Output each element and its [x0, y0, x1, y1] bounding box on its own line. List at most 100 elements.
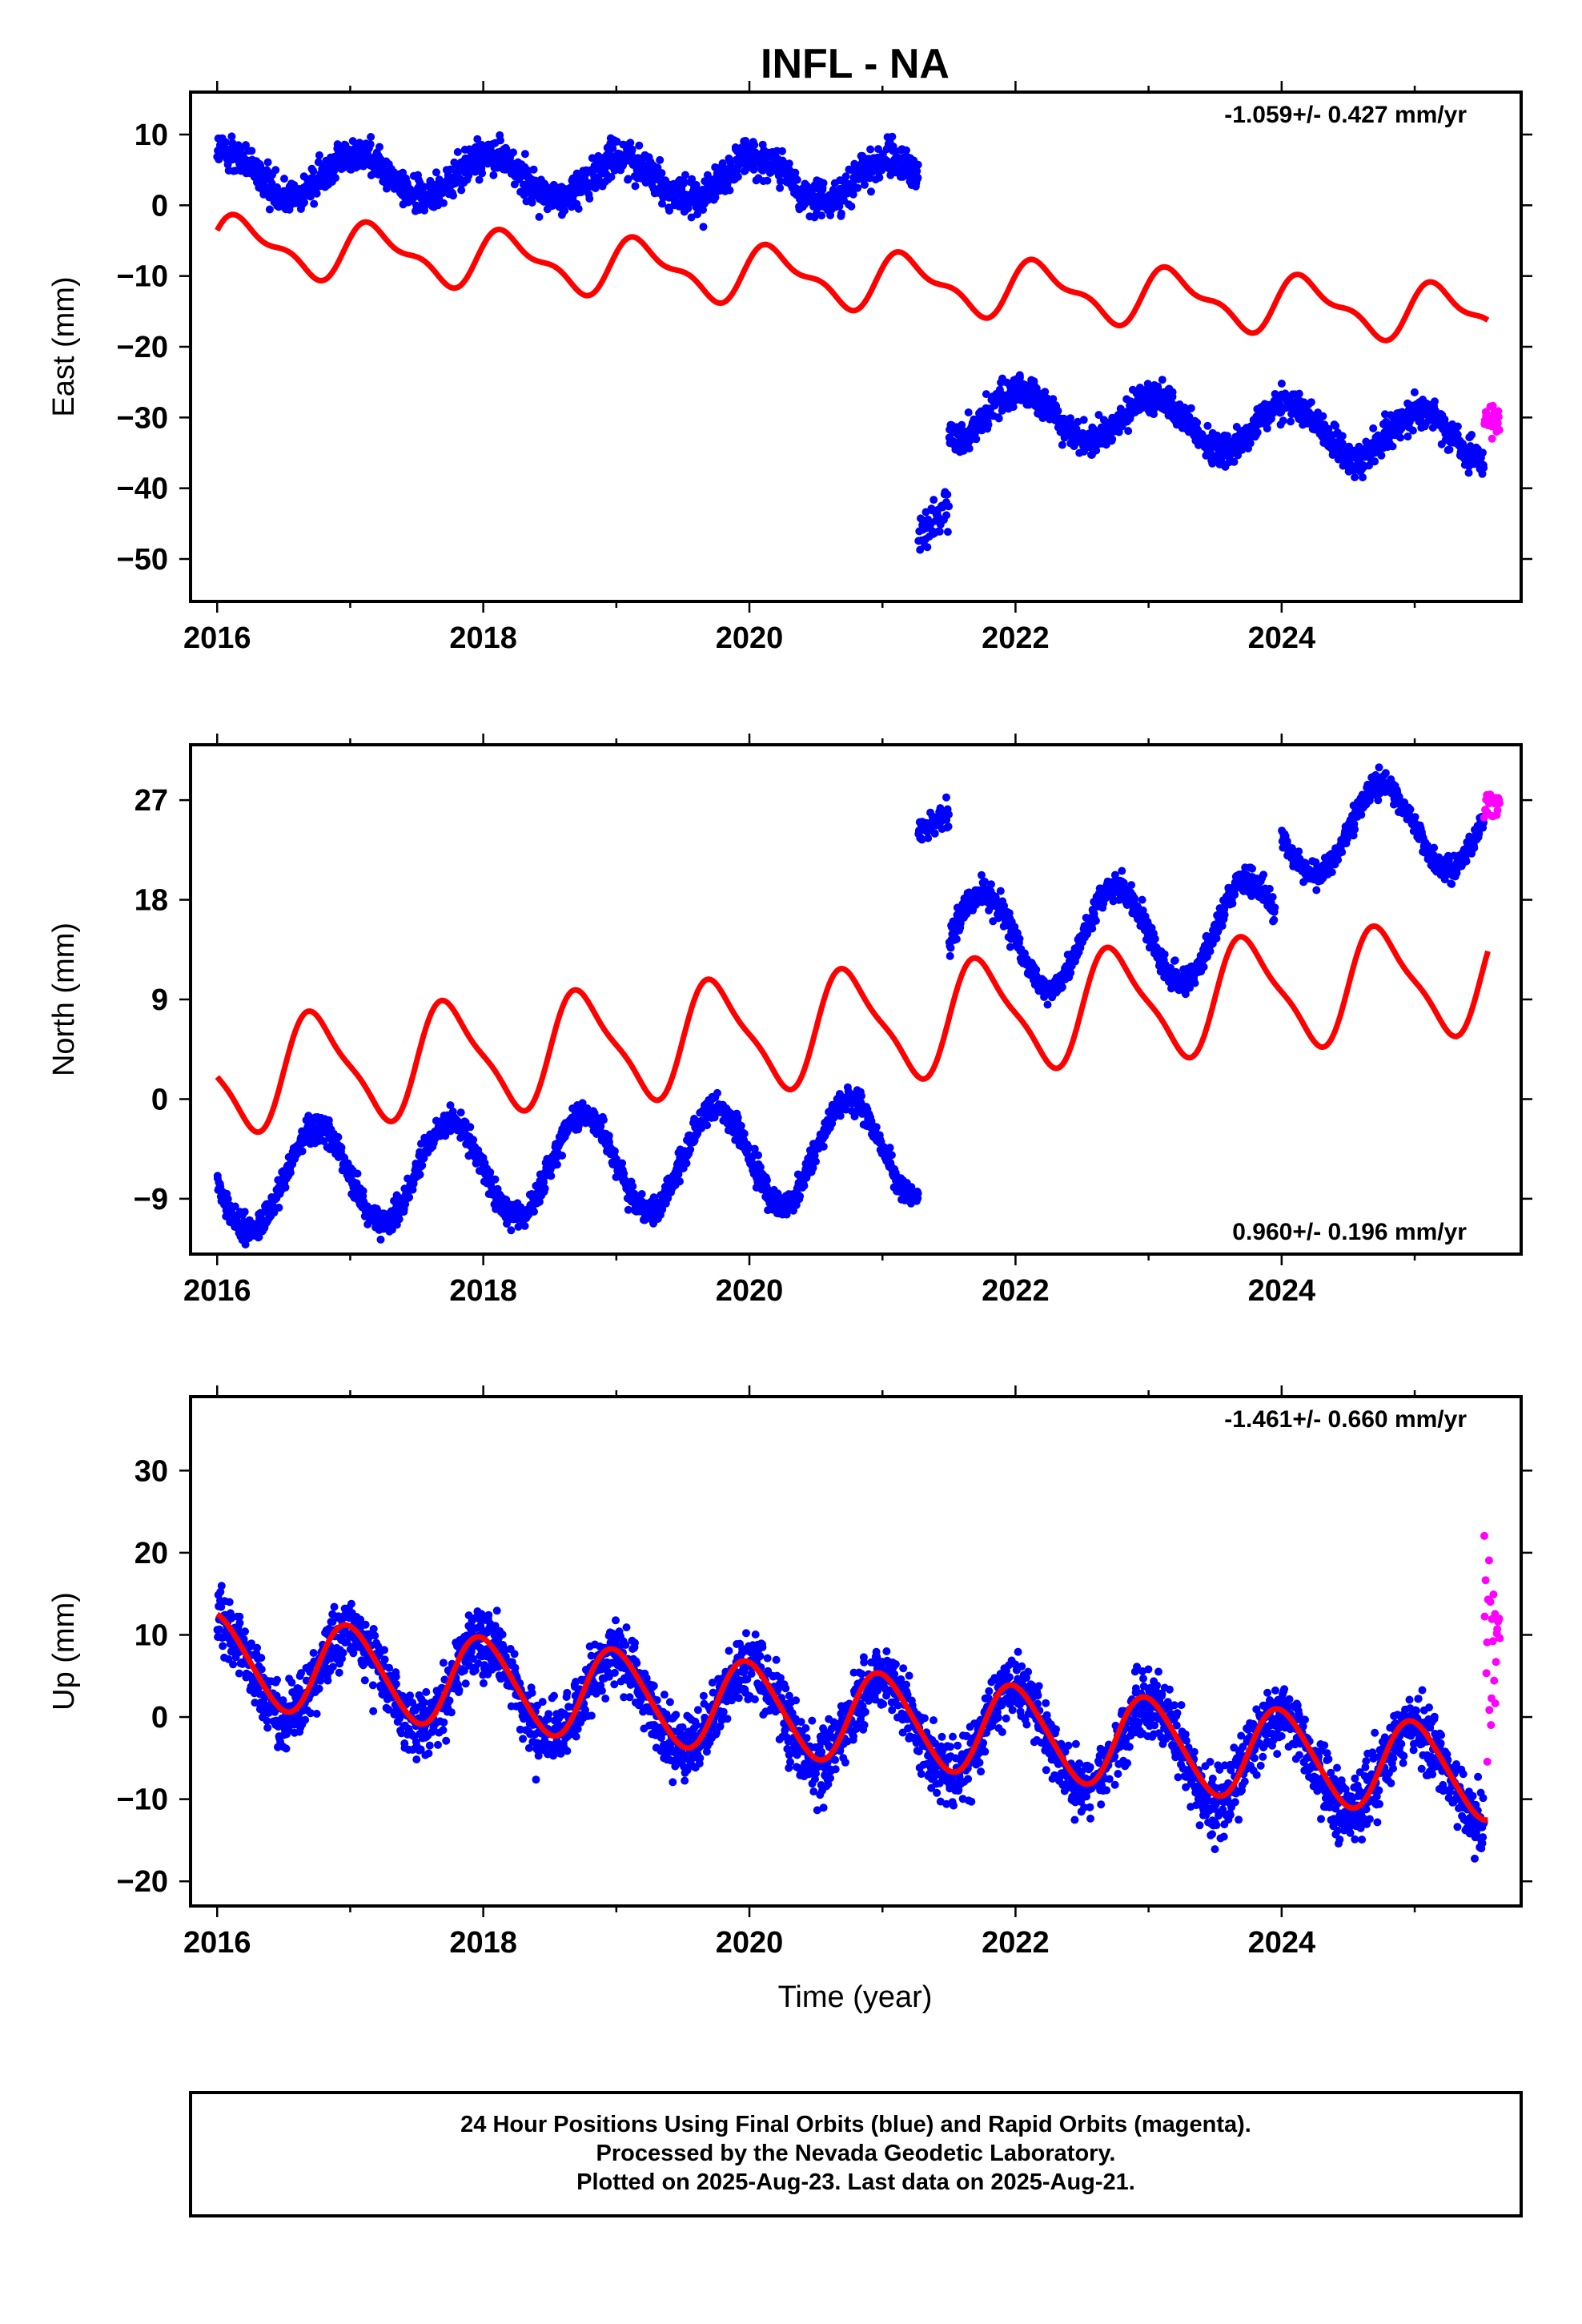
data-point [355, 139, 364, 147]
data-point [1009, 403, 1018, 412]
data-point [733, 1113, 742, 1122]
data-point [558, 1152, 567, 1160]
data-point [286, 1168, 295, 1177]
y-tick-label: 0 [151, 189, 168, 223]
data-point [1032, 965, 1041, 974]
data-point [1396, 433, 1405, 442]
data-point [958, 420, 966, 429]
data-point [676, 1177, 684, 1186]
data-point [628, 1182, 637, 1191]
data-point [1110, 870, 1119, 879]
data-point [1494, 412, 1503, 421]
data-point [489, 171, 498, 179]
data-point [994, 414, 1003, 423]
data-point [1359, 473, 1367, 482]
data-point [1150, 405, 1158, 413]
data-point [1058, 983, 1066, 991]
data-point [942, 793, 950, 802]
data-point [1253, 428, 1262, 436]
data-point [1006, 943, 1014, 951]
data-point [796, 1192, 805, 1200]
data-point [626, 139, 635, 147]
data-point [604, 1132, 613, 1140]
data-point [309, 167, 318, 175]
data-point [300, 198, 308, 207]
data-point [1338, 432, 1347, 440]
data-point [1066, 414, 1074, 423]
data-points [213, 763, 1504, 1248]
data-point [1488, 401, 1497, 410]
data-point [837, 209, 845, 218]
data-point [857, 1092, 865, 1100]
data-point [733, 172, 742, 181]
data-point [819, 1142, 828, 1151]
data-point [835, 202, 844, 211]
data-point [446, 1101, 455, 1110]
data-point [718, 159, 727, 167]
data-point [791, 168, 800, 177]
data-point [1351, 473, 1359, 481]
data-point [711, 193, 720, 202]
data-point [473, 135, 482, 143]
data-point [1091, 916, 1100, 925]
data-point [1464, 468, 1473, 477]
data-point [375, 143, 383, 151]
data-point [1119, 879, 1128, 887]
data-point [635, 141, 644, 150]
data-point [1369, 424, 1378, 432]
data-point [271, 166, 280, 175]
data-point [935, 527, 944, 536]
data-point [524, 166, 532, 175]
x-tick-label: 2016 [183, 621, 251, 655]
data-point [337, 1144, 346, 1152]
data-point [1495, 425, 1504, 434]
data-point [456, 1108, 465, 1117]
data-point [850, 1112, 859, 1121]
data-point [1015, 935, 1024, 943]
x-tick-label: 2020 [716, 621, 784, 655]
data-point [331, 174, 339, 183]
data-point [887, 1151, 896, 1160]
data-point [612, 137, 621, 146]
data-point [1271, 390, 1279, 398]
data-point [1058, 440, 1066, 449]
data-point [624, 175, 632, 183]
data-point [1066, 968, 1075, 977]
data-point [1295, 389, 1303, 398]
data-point [944, 822, 953, 831]
data-point [1158, 376, 1166, 384]
data-point [984, 420, 993, 429]
data-point [913, 173, 922, 182]
data-point [1186, 404, 1195, 412]
data-point [987, 880, 995, 889]
data-point [560, 207, 569, 215]
data-point [618, 1159, 627, 1168]
data-point [528, 199, 536, 207]
data-point [902, 146, 910, 155]
data-point [945, 810, 953, 818]
data-point [847, 202, 856, 211]
data-point [952, 935, 961, 943]
data-point [763, 176, 772, 185]
data-point [547, 1172, 556, 1180]
data-point [793, 175, 801, 184]
data-point [1108, 435, 1117, 444]
data-point [637, 1190, 646, 1198]
data-point [756, 1163, 765, 1172]
data-point [1277, 380, 1286, 388]
data-point [1287, 417, 1295, 426]
data-point [972, 435, 981, 444]
data-point [1331, 421, 1340, 430]
east-panel: 2016 2018 2020 2022 2024100−10−20−30−40−50Ea… [47, 81, 1532, 655]
data-point [885, 1144, 894, 1152]
data-point [1403, 432, 1412, 441]
data-point [866, 145, 875, 154]
data-point [529, 165, 538, 174]
series-final [945, 863, 1279, 1009]
data-point [1054, 407, 1062, 416]
data-point [1049, 395, 1058, 404]
data-point [441, 1132, 450, 1140]
data-point [223, 1195, 232, 1204]
data-point [578, 1099, 587, 1108]
data-point [1193, 418, 1202, 427]
